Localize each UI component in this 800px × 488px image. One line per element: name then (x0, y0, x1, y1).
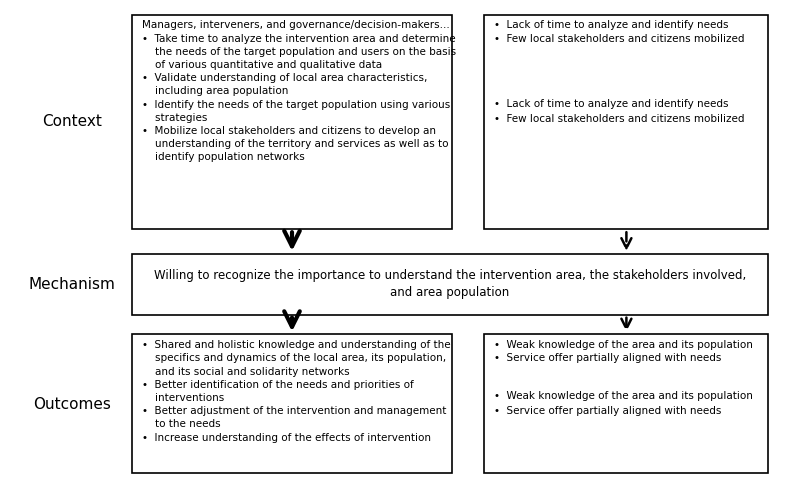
Text: Managers, interveners, and governance/decision-makers...
•  Take time to analyze: Managers, interveners, and governance/de… (142, 20, 456, 163)
Bar (132, 254, 768, 315)
Text: •  Lack of time to analyze and identify needs
•  Few local stakeholders and citi: • Lack of time to analyze and identify n… (494, 20, 744, 44)
Bar (484, 334, 768, 473)
Text: •  Lack of time to analyze and identify needs
•  Few local stakeholders and citi: • Lack of time to analyze and identify n… (494, 99, 744, 123)
Text: •  Weak knowledge of the area and its population
•  Service offer partially alig: • Weak knowledge of the area and its pop… (494, 340, 753, 364)
Text: •  Shared and holistic knowledge and understanding of the
    specifics and dyna: • Shared and holistic knowledge and unde… (142, 340, 450, 443)
Bar (484, 15, 768, 229)
Bar (132, 334, 452, 473)
Text: Outcomes: Outcomes (33, 397, 111, 411)
Text: Mechanism: Mechanism (29, 277, 115, 291)
Bar (132, 15, 452, 229)
Text: Context: Context (42, 115, 102, 129)
Text: •  Weak knowledge of the area and its population
•  Service offer partially alig: • Weak knowledge of the area and its pop… (494, 391, 753, 416)
Text: Willing to recognize the importance to understand the intervention area, the sta: Willing to recognize the importance to u… (154, 269, 746, 299)
